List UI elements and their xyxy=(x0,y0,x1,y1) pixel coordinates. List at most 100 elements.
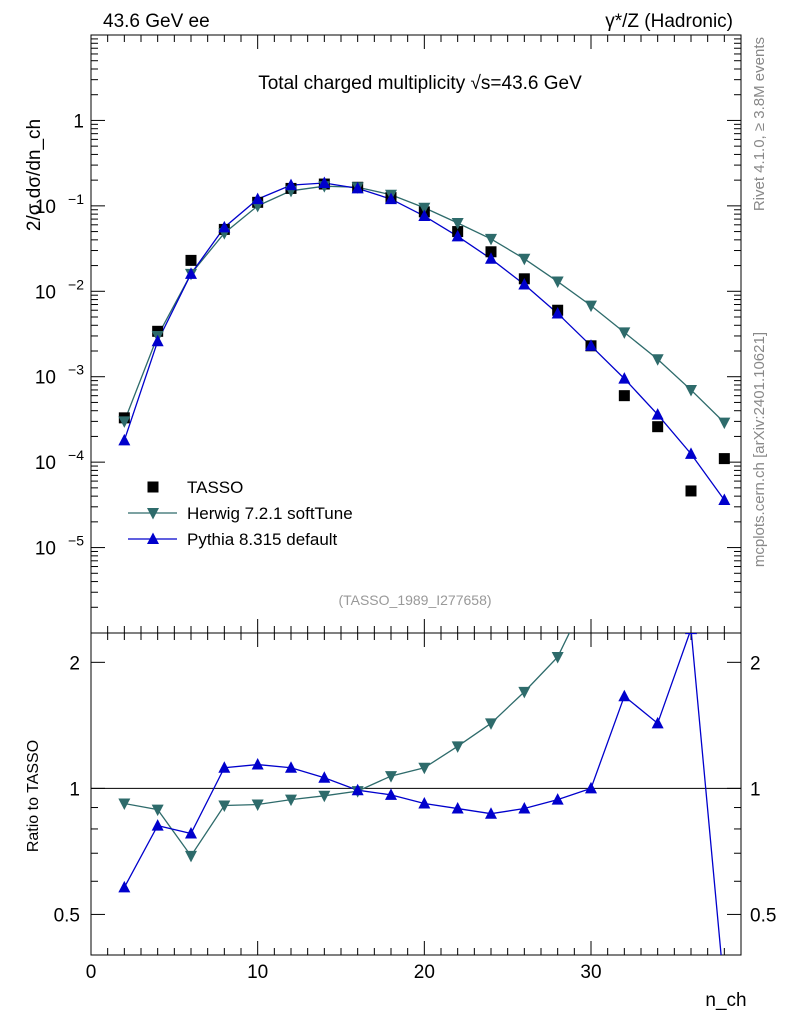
x-tick-label: 20 xyxy=(414,962,435,983)
ratio-point xyxy=(185,827,197,839)
x-tick-label: 0 xyxy=(86,962,97,983)
data-point xyxy=(618,372,631,384)
x-axis-label: n_ch xyxy=(705,990,746,1011)
data-point xyxy=(718,453,730,465)
data-point xyxy=(685,447,697,459)
data-point xyxy=(285,178,297,191)
data-point xyxy=(685,485,697,497)
y-axis-label-text: 2/σ dσ/dn_ch xyxy=(24,119,45,231)
data-point xyxy=(518,278,531,290)
y-tick-label: 1 xyxy=(73,111,84,132)
data-point xyxy=(685,384,697,397)
ratio-point xyxy=(651,716,664,729)
y-tick-exponent: −2 xyxy=(68,276,84,292)
data-point xyxy=(652,421,664,433)
ratio-point xyxy=(285,794,297,807)
main-y-tick-labels: 1 10 −1 10 −2 10 −3 10 −4 10 −5 xyxy=(35,111,84,559)
data-point xyxy=(151,334,164,347)
ratio-point xyxy=(351,783,364,796)
ratio-point xyxy=(618,473,630,485)
ratio-y-axis-label-text: Ratio to TASSO xyxy=(25,740,42,852)
ratio-point xyxy=(385,771,397,783)
ratio-point xyxy=(218,761,231,773)
ratio-y-tick-label: 1 xyxy=(69,779,80,800)
ratio-point xyxy=(685,633,697,635)
energy-label: 43.6 GeV ee xyxy=(103,11,210,32)
data-point xyxy=(485,233,497,246)
ratio-point xyxy=(618,689,631,702)
ratio-point xyxy=(451,802,464,814)
ratio-point xyxy=(218,800,231,813)
ratio-y-tick-label-right: 1 xyxy=(750,779,761,800)
data-point xyxy=(451,217,464,230)
ratio-y-tick-label: 0.5 xyxy=(54,905,80,926)
ratio-point xyxy=(418,797,431,809)
ratio-point xyxy=(718,610,730,622)
ratio-point xyxy=(318,771,331,783)
x-tick-label: 10 xyxy=(247,962,268,983)
ratio-y-tick-label-right: 2 xyxy=(750,653,761,674)
ratio-point xyxy=(385,788,397,800)
series-line xyxy=(123,185,725,424)
ratio-point xyxy=(251,799,264,812)
ratio-point xyxy=(485,807,497,819)
ratio-point xyxy=(185,850,197,863)
data-point xyxy=(551,306,564,319)
legend-marker xyxy=(147,532,159,544)
ratio-point xyxy=(518,686,531,699)
mcplots-source-label: mcplots.cern.ch [arXiv:2401.10621] xyxy=(751,332,768,567)
data-point xyxy=(718,493,731,506)
y-tick-label: 10 xyxy=(35,197,56,218)
ratio-y-tick-label-right: 0.5 xyxy=(750,905,776,926)
rivet-version-label: Rivet 4.1.0, ≥ 3.8M events xyxy=(751,37,768,211)
ratio-point xyxy=(652,452,664,464)
ratio-point xyxy=(551,651,564,664)
ratio-point xyxy=(485,718,497,730)
data-point xyxy=(651,354,664,366)
ratio-point xyxy=(318,790,331,803)
legend: TASSO Herwig 7.2.1 softTune Pythia 8.315 d… xyxy=(128,478,353,549)
legend-label: Herwig 7.2.1 softTune xyxy=(187,504,353,523)
data-point xyxy=(585,339,597,351)
data-point xyxy=(251,192,264,205)
data-point xyxy=(718,417,731,430)
ratio-plot-frame xyxy=(90,632,742,956)
x-tick-label: 30 xyxy=(580,962,601,983)
data-point xyxy=(185,267,197,279)
ratio-point xyxy=(585,781,597,794)
y-tick-exponent: −3 xyxy=(68,362,84,378)
legend-label: Pythia 8.315 default xyxy=(187,530,338,549)
ratio-point xyxy=(251,758,264,770)
main-series-markers xyxy=(118,176,731,506)
data-point xyxy=(451,229,464,242)
main-plot-title: Total charged multiplicity √s=43.6 GeV xyxy=(258,73,582,94)
data-point xyxy=(218,220,231,233)
main-series-lines xyxy=(123,182,725,501)
data-point xyxy=(518,253,531,266)
data-point xyxy=(318,176,331,189)
data-point xyxy=(618,327,631,339)
data-point xyxy=(618,390,630,402)
ratio-y-axis-label: Ratio to TASSO xyxy=(25,740,42,852)
data-point xyxy=(551,276,564,289)
ratio-y-tick-label: 2 xyxy=(69,653,80,674)
series-line xyxy=(123,182,725,501)
ratio-point xyxy=(151,804,164,817)
ratio-series-markers xyxy=(118,452,730,893)
ratio-y-tick-labels: 0.5 0.5 1 1 2 2 xyxy=(54,653,777,926)
process-label: γ*/Z (Hadronic) xyxy=(605,11,733,32)
data-point xyxy=(351,181,364,194)
data-point xyxy=(651,408,664,420)
y-tick-label: 10 xyxy=(35,539,56,560)
legend-label: TASSO xyxy=(187,478,243,497)
legend-marker xyxy=(147,481,159,493)
data-point xyxy=(485,246,497,258)
analysis-id-annotation: (TASSO_1989_I277658) xyxy=(338,592,491,608)
ratio-point xyxy=(118,798,131,811)
ratio-point xyxy=(118,880,131,893)
ratio-point xyxy=(551,793,564,805)
data-point xyxy=(418,202,431,215)
data-point xyxy=(385,192,397,205)
data-point xyxy=(485,252,497,264)
